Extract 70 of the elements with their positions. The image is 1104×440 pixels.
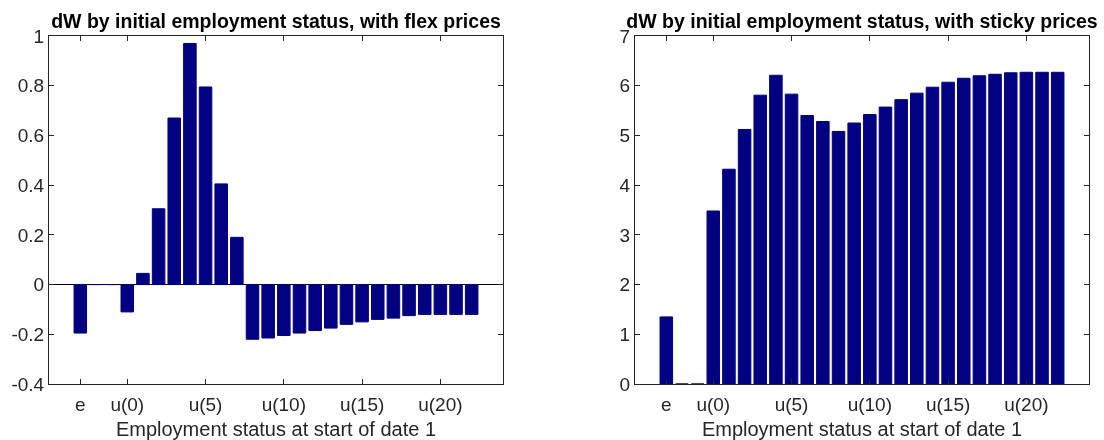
- x-tick-label: u(15): [339, 393, 385, 415]
- bar: [847, 122, 861, 384]
- y-tick-label: 5: [619, 125, 631, 147]
- bar: [1035, 71, 1049, 384]
- bar: [878, 106, 893, 384]
- x-tick-label: u(20): [418, 393, 463, 415]
- y-tick-label: 3: [619, 224, 631, 246]
- x-tick-label: u(0): [696, 393, 731, 415]
- y-tick-label: 0.8: [17, 75, 45, 97]
- bar: [402, 284, 416, 317]
- y-tick-label: 0.4: [17, 174, 45, 196]
- y-tick-label: 4: [619, 174, 631, 196]
- bar: [355, 284, 369, 323]
- y-tick-label: 1: [619, 323, 631, 345]
- bar: [972, 75, 987, 384]
- bar: [449, 284, 463, 315]
- bar: [464, 284, 479, 315]
- bar: [1050, 71, 1065, 384]
- bar: [214, 183, 228, 286]
- x-tick-label: e: [661, 393, 672, 415]
- bar: [339, 284, 354, 325]
- y-tick-label: 2: [619, 274, 631, 296]
- bar: [988, 73, 1002, 384]
- bar: [261, 284, 275, 339]
- y-tick-label: 0: [33, 274, 45, 296]
- bar: [816, 121, 830, 384]
- bar: [198, 86, 213, 286]
- bar: [292, 284, 307, 334]
- bar: [371, 284, 385, 320]
- bar: [894, 99, 908, 384]
- bar: [230, 236, 244, 286]
- bar: [308, 284, 322, 332]
- bar: [784, 93, 799, 384]
- bar: [706, 210, 721, 384]
- y-tick-label: 1: [33, 25, 45, 47]
- x-tick-label: u(0): [110, 393, 145, 415]
- bar: [659, 316, 674, 384]
- bar: [769, 74, 783, 384]
- bar: [910, 92, 924, 384]
- x-tick-label: u(15): [925, 393, 971, 415]
- y-tick-label: 0.6: [17, 125, 45, 147]
- bar: [245, 284, 260, 340]
- bar: [277, 284, 291, 337]
- x-axis-title: Employment status at start of date 1: [701, 418, 1023, 440]
- x-tick-label: u(10): [847, 393, 893, 415]
- bar: [941, 81, 955, 384]
- bar: [73, 284, 88, 334]
- bar: [831, 130, 846, 384]
- y-tick-label: 6: [619, 75, 631, 97]
- x-tick-label: e: [75, 393, 86, 415]
- y-tick-label: -0.2: [11, 323, 45, 345]
- bar: [957, 77, 971, 384]
- bar: [324, 284, 338, 329]
- x-tick-label: u(5): [774, 393, 809, 415]
- y-tick-label: 0.2: [17, 224, 45, 246]
- bar: [722, 168, 736, 384]
- x-tick-label: u(5): [188, 393, 223, 415]
- bar: [925, 86, 940, 384]
- x-tick-label: u(10): [261, 393, 307, 415]
- y-tick-label: -0.4: [11, 373, 45, 395]
- y-tick-label: 0: [619, 373, 631, 395]
- bar: [863, 114, 877, 384]
- bar: [136, 272, 150, 286]
- x-axis-title: Employment status at start of date 1: [115, 418, 437, 440]
- bar: [800, 115, 814, 384]
- bar: [183, 42, 197, 286]
- x-tick-label: u(20): [1004, 393, 1049, 415]
- chart-title: dW by initial employment status, with flex prices: [51, 9, 501, 32]
- bar: [386, 284, 401, 319]
- bar: [120, 284, 135, 313]
